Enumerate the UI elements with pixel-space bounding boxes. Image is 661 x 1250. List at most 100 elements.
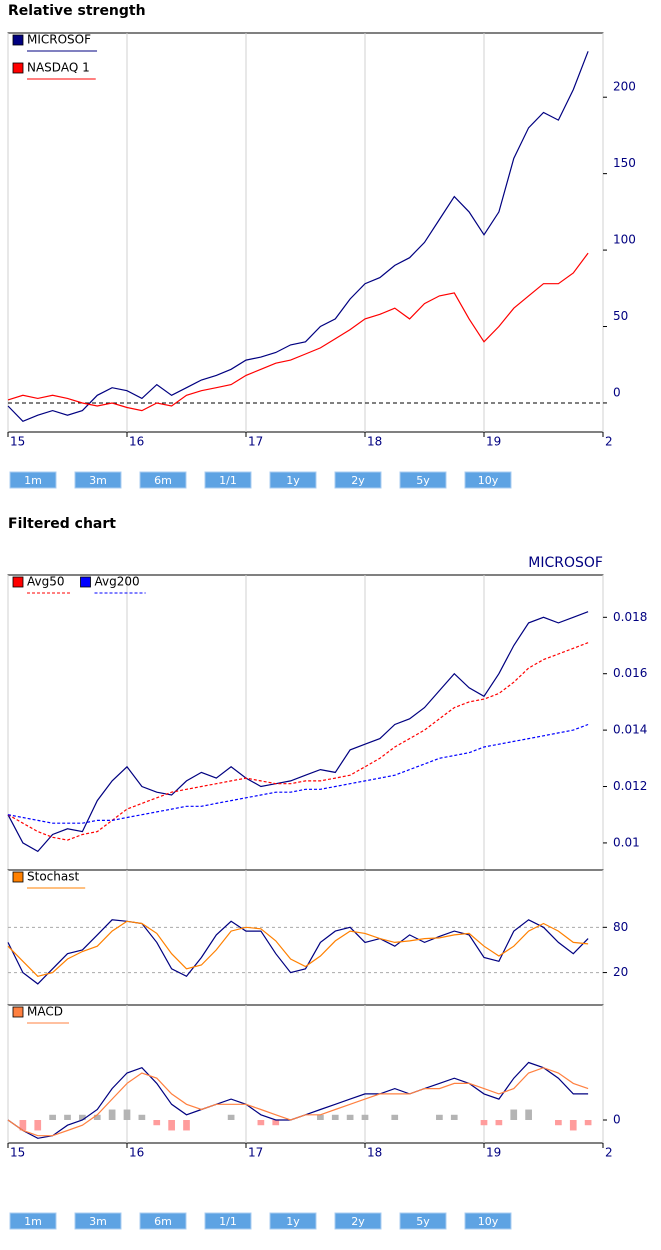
y-tick-label: 150 (613, 156, 636, 170)
range-button-label[interactable]: 10y (478, 474, 499, 487)
y-tick-label: 0.01 (613, 835, 640, 849)
range-button[interactable] (269, 471, 317, 489)
range-button-label[interactable]: 3m (89, 474, 107, 487)
range-button[interactable] (74, 471, 122, 489)
legend-label: Stochast (27, 870, 79, 884)
range-button[interactable] (139, 1212, 187, 1230)
histogram-bar (495, 1120, 503, 1126)
plot-area (7, 32, 604, 433)
histogram-bar (34, 1120, 42, 1131)
plot-area (7, 1004, 604, 1144)
x-tick-label: 15 (10, 1146, 25, 1160)
range-button[interactable] (464, 471, 512, 489)
plot-area (7, 869, 604, 1006)
range-button[interactable] (74, 1212, 122, 1230)
range-button[interactable] (204, 471, 252, 489)
range-button-label[interactable]: 10y (478, 1215, 499, 1228)
y-tick-label: 0 (613, 1113, 621, 1127)
y-tick-label: 0 (613, 385, 621, 399)
legend-swatch (12, 1006, 24, 1018)
series-line (7, 723, 589, 824)
series-line (7, 51, 589, 423)
range-button-label[interactable]: 1/1 (219, 1215, 237, 1228)
x-tick-label: 2 (605, 435, 613, 449)
range-button-label[interactable]: 1y (286, 1215, 300, 1228)
y-tick-label: 20 (613, 965, 628, 979)
histogram-bar (79, 1114, 86, 1120)
range-button[interactable] (9, 471, 57, 489)
x-tick-label: 17 (248, 1146, 263, 1160)
y-tick-label: 0.018 (613, 610, 647, 624)
range-button-label[interactable]: 1m (24, 474, 42, 487)
x-tick-label: 18 (367, 435, 382, 449)
histogram-bar (331, 1114, 339, 1120)
histogram-bar (49, 1114, 56, 1120)
legend-swatch (12, 576, 24, 588)
x-tick-label: 19 (486, 435, 501, 449)
x-tick-label: 19 (486, 1146, 501, 1160)
range-button-label[interactable]: 2y (351, 1215, 365, 1228)
histogram-bar (19, 1120, 27, 1131)
series-line (7, 642, 589, 841)
range-button-label[interactable]: 5y (416, 474, 430, 487)
range-button[interactable] (204, 1212, 252, 1230)
range-button-label[interactable]: 6m (154, 474, 172, 487)
histogram-bar (361, 1114, 369, 1120)
legend-label: MICROSOF (27, 33, 91, 47)
range-button[interactable] (464, 1212, 512, 1230)
y-tick-label: 0.016 (613, 666, 647, 680)
legend-swatch (12, 62, 24, 74)
range-button[interactable] (399, 471, 447, 489)
chart-title: Filtered chart (8, 516, 116, 532)
histogram-bar (168, 1120, 175, 1131)
histogram-bar (555, 1120, 562, 1126)
series-line (7, 252, 589, 412)
range-button-label[interactable]: 2y (351, 474, 365, 487)
series-line (7, 611, 589, 853)
x-tick-label: 17 (248, 435, 263, 449)
histogram-bar (391, 1114, 399, 1120)
range-button[interactable] (399, 1212, 447, 1230)
range-button[interactable] (334, 471, 382, 489)
histogram-bar (108, 1109, 116, 1120)
histogram-bar (584, 1120, 592, 1126)
y-tick-label: 50 (613, 309, 628, 323)
range-button[interactable] (334, 1212, 382, 1230)
histogram-bar (317, 1114, 324, 1120)
range-button-label[interactable]: 3m (89, 1215, 107, 1228)
x-tick-label: 2 (605, 1146, 613, 1160)
series-line (7, 919, 589, 985)
histogram-bar (123, 1109, 131, 1120)
y-tick-label: 0.012 (613, 779, 647, 793)
range-button-label[interactable]: 6m (154, 1215, 172, 1228)
histogram-bar (480, 1120, 488, 1126)
range-button[interactable] (9, 1212, 57, 1230)
range-button-label[interactable]: 1/1 (219, 474, 237, 487)
legend-label: Avg50 (27, 575, 65, 589)
legend-label: MACD (27, 1005, 63, 1019)
y-tick-label: 80 (613, 920, 628, 934)
histogram-bar (153, 1120, 161, 1126)
histogram-bar (64, 1114, 71, 1120)
histogram-bar (450, 1114, 458, 1120)
range-button-label[interactable]: 5y (416, 1215, 430, 1228)
y-tick-label: 100 (613, 233, 636, 247)
y-tick-label: 0.014 (613, 723, 647, 737)
range-button-label[interactable]: 1m (24, 1215, 42, 1228)
histogram-bar (525, 1109, 532, 1120)
histogram-bar (93, 1114, 101, 1120)
histogram-bar (346, 1114, 354, 1120)
histogram-bar (436, 1114, 443, 1120)
histogram-bar (510, 1109, 518, 1120)
range-button-label[interactable]: 1y (286, 474, 300, 487)
chart-title: Relative strength (8, 3, 146, 19)
histogram-bar (272, 1120, 280, 1126)
plot-area (7, 574, 604, 871)
legend-label: Avg200 (95, 575, 140, 589)
legend-label: NASDAQ 1 (27, 61, 90, 75)
range-button[interactable] (269, 1212, 317, 1230)
chart-subtitle: MICROSOF (528, 555, 603, 571)
legend-swatch (80, 576, 91, 588)
range-button[interactable] (139, 471, 187, 489)
